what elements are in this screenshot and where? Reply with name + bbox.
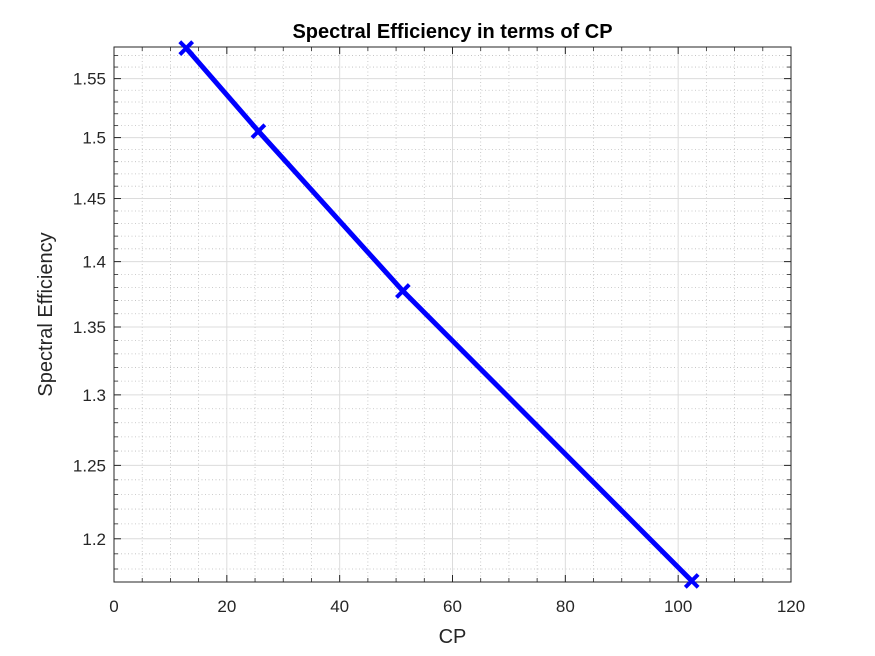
data-point-marker bbox=[178, 40, 195, 56]
x-tick-label: 60 bbox=[443, 597, 462, 616]
x-tick-labels: 0 20 40 60 80 100 120 bbox=[109, 597, 805, 616]
x-axis-label: CP bbox=[439, 626, 467, 648]
axis-ticks bbox=[113, 47, 792, 582]
y-tick-label: 1.45 bbox=[73, 190, 106, 209]
marker-stroke bbox=[178, 40, 195, 56]
series-layer bbox=[178, 40, 700, 589]
y-tick-label: 1.25 bbox=[73, 456, 106, 475]
x-tick-label: 0 bbox=[109, 597, 118, 616]
y-tick-label: 1.5 bbox=[82, 129, 106, 148]
x-tick-label: 120 bbox=[777, 597, 805, 616]
chart-title: Spectral Efficiency in terms of CP bbox=[292, 21, 612, 43]
data-point-marker bbox=[683, 573, 700, 589]
marker-stroke bbox=[250, 123, 267, 140]
y-tick-label: 1.3 bbox=[82, 386, 106, 405]
series-line bbox=[183, 45, 695, 584]
marker-stroke bbox=[683, 573, 700, 589]
x-tick-label: 100 bbox=[664, 597, 692, 616]
x-tick-label: 80 bbox=[556, 597, 575, 616]
y-tick-label: 1.4 bbox=[82, 253, 106, 272]
y-tick-label: 1.55 bbox=[73, 70, 106, 89]
x-tick-label: 40 bbox=[330, 597, 349, 616]
y-tick-label: 1.2 bbox=[82, 530, 106, 549]
major-grid bbox=[114, 47, 791, 582]
marker-stroke bbox=[395, 283, 411, 299]
y-axis-label: Spectral Efficiency bbox=[35, 232, 57, 396]
y-tick-labels: 1.2 1.25 1.3 1.35 1.4 1.45 1.5 1.55 bbox=[73, 70, 106, 549]
data-point-marker bbox=[395, 283, 411, 299]
x-tick-label: 20 bbox=[217, 597, 236, 616]
data-point-marker bbox=[250, 123, 267, 140]
y-tick-label: 1.35 bbox=[73, 318, 106, 337]
